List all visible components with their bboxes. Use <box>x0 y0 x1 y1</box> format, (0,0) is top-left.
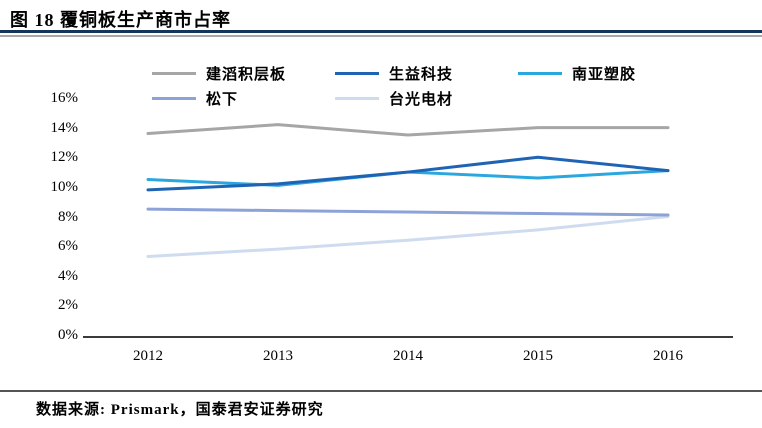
x-tick-label: 2016 <box>653 348 683 364</box>
y-tick-label: 6% <box>58 238 78 255</box>
legend-label: 南亚塑胶 <box>572 67 637 83</box>
y-tick-label: 16% <box>50 90 79 106</box>
legend-item-台光电材: 台光电材 <box>335 88 518 109</box>
legend-line-swatch <box>335 97 379 100</box>
y-tick-label: 12% <box>50 149 79 166</box>
legend-line-swatch <box>518 72 562 75</box>
legend-line-swatch <box>152 72 196 75</box>
data-source: 数据来源: Prismark，国泰君安证券研究 <box>36 402 324 418</box>
x-tick-label: 2014 <box>393 348 423 364</box>
legend-item-生益科技: 生益科技 <box>335 63 518 84</box>
y-tick-label: 0% <box>58 327 78 343</box>
legend-row: 松下 台光电材 <box>152 86 701 111</box>
y-tick-label: 2% <box>58 297 78 314</box>
series-line-台光电材 <box>146 215 670 258</box>
legend-line-swatch <box>152 97 196 100</box>
y-tick-label: 14% <box>50 119 79 136</box>
legend-item-松下: 松下 <box>152 88 335 109</box>
legend-line-swatch <box>335 72 379 75</box>
legend-item-建滔积层板: 建滔积层板 <box>152 63 335 84</box>
x-tick-label: 2012 <box>133 348 163 364</box>
x-tick-label: 2015 <box>523 348 553 364</box>
y-tick-label: 4% <box>58 267 78 284</box>
series-line-建滔积层板 <box>146 123 670 137</box>
legend-label: 生益科技 <box>389 67 454 83</box>
legend-label: 台光电材 <box>389 92 454 108</box>
legend-item-南亚塑胶: 南亚塑胶 <box>518 63 701 84</box>
legend-label: 松下 <box>206 92 239 108</box>
series-line-松下 <box>146 207 670 217</box>
chart-legend: 建滔积层板 生益科技 南亚塑胶松下 台光电材 <box>152 61 701 111</box>
footer-divider <box>0 390 762 392</box>
series-line-生益科技 <box>146 155 670 192</box>
legend-label: 建滔积层板 <box>206 67 287 83</box>
legend-row: 建滔积层板 生益科技 南亚塑胶 <box>152 61 701 86</box>
figure-title: 图 18 覆铜板生产商市占率 <box>10 10 231 30</box>
title-underline-dark <box>0 30 762 33</box>
title-underline-gray <box>0 35 762 37</box>
x-tick-label: 2013 <box>263 348 293 364</box>
y-tick-label: 8% <box>58 208 78 225</box>
y-tick-label: 10% <box>50 178 79 195</box>
